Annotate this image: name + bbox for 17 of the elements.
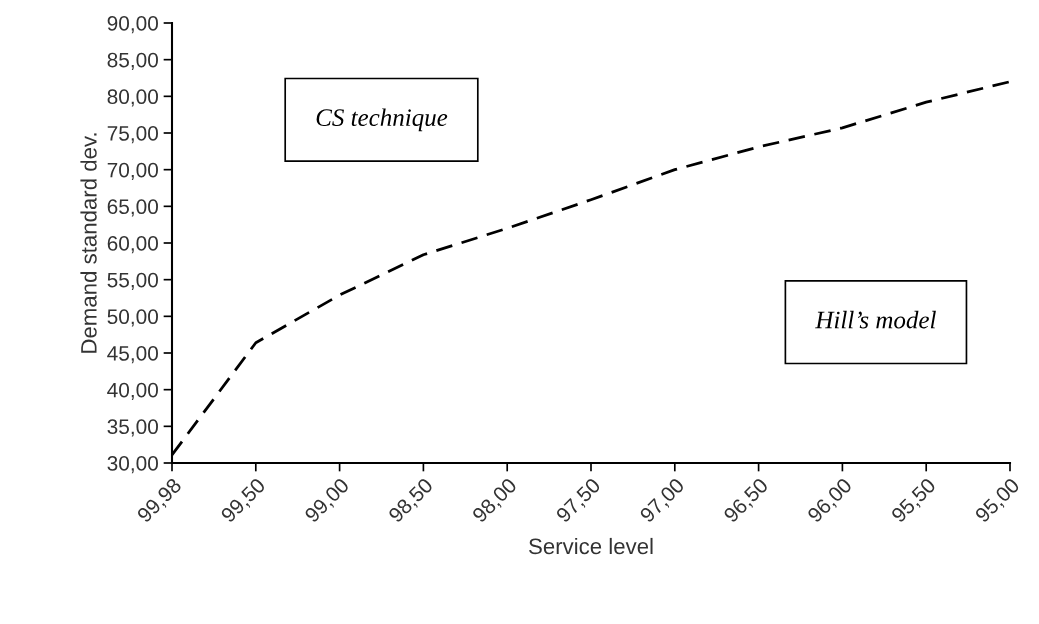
annotation: Hill’s model	[815, 310, 936, 329]
y-tick-label: 45,00	[107, 346, 158, 364]
y-tick-label: 65,00	[107, 199, 158, 217]
y-tick-label: 75,00	[107, 126, 158, 144]
y-tick-label: 35,00	[107, 419, 158, 437]
y-tick-label: 60,00	[107, 236, 158, 254]
y-tick-label: 85,00	[107, 52, 158, 70]
x-axis-title: Service level	[529, 537, 653, 555]
y-tick-label: 80,00	[107, 89, 158, 107]
y-tick-label: 55,00	[107, 272, 158, 290]
y-tick-label: 40,00	[107, 382, 158, 400]
y-tick-label: 70,00	[107, 162, 158, 180]
y-tick-label: 90,00	[107, 16, 158, 34]
y-axis-title: Demand standard dev.	[80, 133, 97, 353]
annotation: CS technique	[316, 108, 448, 132]
y-tick-label: 50,00	[107, 309, 158, 327]
y-tick-label: 30,00	[107, 456, 158, 474]
